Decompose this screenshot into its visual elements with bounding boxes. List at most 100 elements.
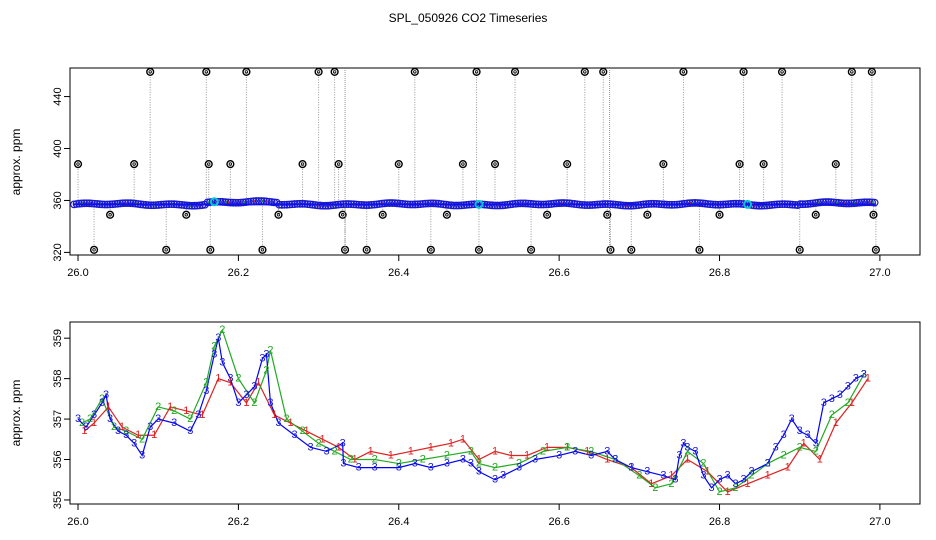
series-marker-1: 1 [81,425,87,437]
series-marker-2: 2 [516,458,522,470]
spike-point-inner [148,70,152,74]
baseline-point [693,199,702,207]
spike-point [606,245,615,254]
spike-point-inner [605,213,609,217]
series-marker-2: 2 [861,369,867,381]
baseline-point [193,201,202,210]
series-marker-3: 3 [604,445,610,457]
baseline-point [390,199,399,208]
spike-point-inner [316,70,321,74]
spike-point-inner [207,162,211,166]
series-marker-3: 3 [716,474,722,486]
baseline-point [562,199,571,208]
series-marker-3: 3 [733,478,739,490]
series-marker-2: 2 [155,401,161,413]
x-tick-label: 26.2 [228,267,249,279]
series-marker-3: 3 [680,437,686,449]
series-marker-3: 3 [259,352,265,364]
series-marker-3: 3 [572,445,578,457]
series-marker-1: 1 [785,462,791,474]
series-marker-2: 2 [219,324,225,336]
series-marker-1: 1 [704,466,710,478]
spike-point-inner [76,162,80,166]
baseline-point [85,199,94,208]
series-marker-2: 2 [283,413,289,425]
spike-point [274,210,283,219]
series-marker-2: 2 [845,397,851,409]
series-marker-2: 2 [636,470,642,482]
series-marker-3: 3 [412,458,418,470]
spike-point-inner [608,248,613,252]
baseline-point [868,198,876,207]
baseline-point [629,201,638,210]
baseline-point [855,198,864,207]
series-marker-2: 2 [87,413,93,425]
baseline-point [752,201,761,210]
series-marker-1: 1 [135,429,141,441]
series-marker-1: 1 [105,401,111,413]
series-marker-1: 1 [303,425,309,437]
series-marker-2: 2 [492,462,498,474]
series-marker-3: 3 [500,470,506,482]
series-marker-3: 3 [243,389,249,401]
series-marker-1: 1 [243,397,249,409]
series-marker-3: 3 [340,437,346,449]
spike-point [338,210,347,219]
spike-point-inner [332,70,337,74]
spike-point-inner [761,162,766,166]
spike-point [378,210,387,219]
chart-title: SPL_050926 CO2 Timeseries [389,11,548,25]
x-tick-label: 26.4 [388,516,409,528]
baseline-point [839,199,848,208]
x-tick-label: 27.0 [869,267,890,279]
series-marker-1: 1 [648,478,654,490]
series-marker-3: 3 [781,429,787,441]
series-marker-3: 3 [139,449,145,461]
series-marker-3: 3 [263,348,269,360]
baseline-point [624,201,633,210]
spike-point [130,159,139,169]
series-marker-1: 1 [287,417,293,429]
spike-point-inner [429,248,433,252]
spike-point [811,210,820,219]
series-marker-3: 3 [275,417,281,429]
spike-point-inner [300,162,305,166]
series-marker-3: 3 [356,462,362,474]
series-marker-3: 3 [532,454,538,466]
y-axis-label: approx. ppm [9,380,23,447]
spike-point [474,245,484,254]
series-marker-2: 2 [251,397,257,409]
baseline-point [565,199,574,208]
baseline-point [126,199,135,208]
series-marker-2: 2 [203,377,209,389]
spike-point-inner [661,162,666,166]
series-marker-1: 1 [428,441,434,453]
baseline-point [229,198,238,207]
series-marker-3: 3 [187,425,193,437]
series-marker-2: 2 [829,409,835,421]
highlight-point [743,199,753,209]
series-marker-3: 3 [476,466,482,478]
panel-bottom: 26.0 26.2 26.4 26.6 26.8 27.0 355 356 357 358 359 a… [9,321,921,528]
spike-point [105,210,115,219]
spike-point-inner [870,70,874,74]
series-marker-1: 1 [227,377,233,389]
series-marker-3: 3 [115,425,121,437]
series-marker-1: 1 [476,454,482,466]
series-marker-2: 2 [235,373,241,385]
baseline-point [755,201,764,210]
series-marker-3: 3 [684,441,690,453]
series-marker-3: 3 [853,373,859,385]
series-marker-1: 1 [724,486,730,498]
series-marker-1: 1 [524,449,530,461]
series-marker-3: 3 [749,466,755,478]
series-marker-2: 2 [813,445,819,457]
baseline-point [319,201,327,210]
spike-point-inner [741,70,746,74]
baseline-point [226,198,235,207]
baseline-point [557,199,566,207]
baseline-point [449,201,458,210]
x-tick-label: 26.0 [67,267,88,279]
